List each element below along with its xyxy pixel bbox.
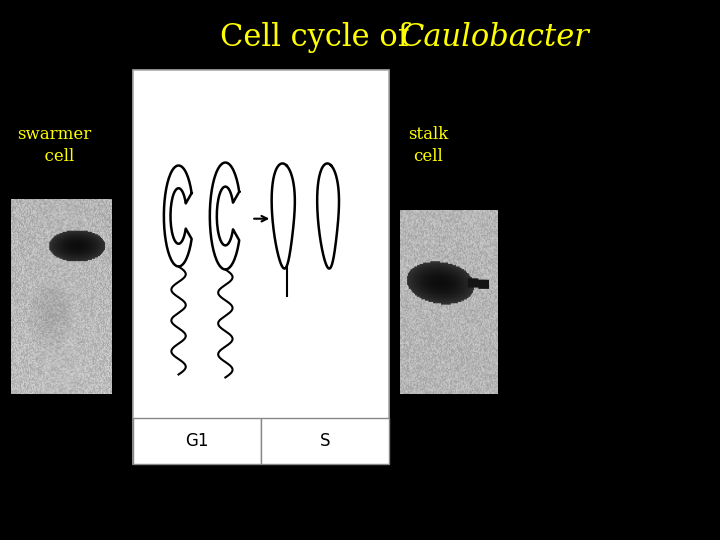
Polygon shape <box>318 164 339 268</box>
Polygon shape <box>271 164 295 268</box>
Bar <box>133 418 261 464</box>
Polygon shape <box>210 163 239 269</box>
Bar <box>133 70 389 464</box>
Text: S: S <box>320 433 330 450</box>
Bar <box>261 418 389 464</box>
Text: stalk
cell: stalk cell <box>408 126 449 165</box>
Polygon shape <box>164 166 192 266</box>
Text: G1: G1 <box>185 433 209 450</box>
Text: Cell cycle of: Cell cycle of <box>220 22 418 53</box>
Text: swarmer
  cell: swarmer cell <box>17 126 91 165</box>
Text: Caulobacter: Caulobacter <box>400 22 589 53</box>
